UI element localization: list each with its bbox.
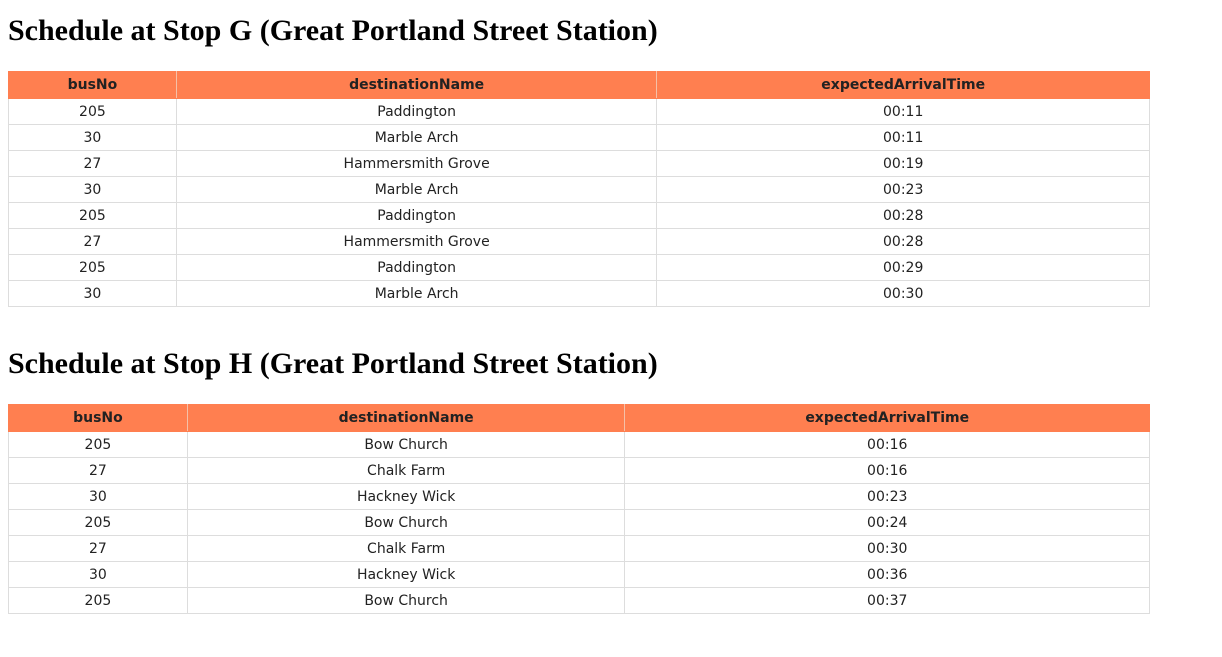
destination-name-cell: Hammersmith Grove — [175, 228, 658, 255]
table-row: 205 Paddington 00:11 — [8, 98, 1150, 125]
table-row: 30 Marble Arch 00:11 — [8, 124, 1150, 151]
column-header-expected-arrival-time: expectedArrivalTime — [656, 71, 1150, 99]
destination-name-cell: Bow Church — [186, 509, 626, 536]
bus-no-cell: 27 — [8, 457, 188, 484]
bus-no-cell: 205 — [8, 509, 188, 536]
destination-name-cell: Hackney Wick — [186, 561, 626, 588]
stop-g-title: Schedule at Stop G (Great Portland Stree… — [8, 14, 658, 47]
destination-name-cell: Chalk Farm — [186, 535, 626, 562]
expected-arrival-time-cell: 00:36 — [624, 561, 1150, 588]
bus-no-cell: 30 — [8, 561, 188, 588]
column-header-bus-no: busNo — [8, 404, 188, 432]
table-row: 27 Chalk Farm 00:30 — [8, 535, 1150, 562]
table-row: 205 Bow Church 00:16 — [8, 431, 1150, 458]
expected-arrival-time-cell: 00:30 — [656, 280, 1150, 307]
expected-arrival-time-cell: 00:11 — [656, 124, 1150, 151]
bus-no-cell: 27 — [8, 150, 177, 177]
column-header-destination-name: destinationName — [186, 404, 626, 432]
column-header-expected-arrival-time: expectedArrivalTime — [624, 404, 1150, 432]
destination-name-cell: Paddington — [175, 202, 658, 229]
bus-no-cell: 30 — [8, 483, 188, 510]
table-row: 205 Bow Church 00:37 — [8, 587, 1150, 614]
table-row: 27 Hammersmith Grove 00:28 — [8, 228, 1150, 255]
bus-no-cell: 205 — [8, 254, 177, 281]
destination-name-cell: Marble Arch — [175, 280, 658, 307]
expected-arrival-time-cell: 00:11 — [656, 98, 1150, 125]
bus-no-cell: 205 — [8, 202, 177, 229]
expected-arrival-time-cell: 00:28 — [656, 202, 1150, 229]
bus-no-cell: 30 — [8, 124, 177, 151]
expected-arrival-time-cell: 00:16 — [624, 457, 1150, 484]
destination-name-cell: Bow Church — [186, 431, 626, 458]
destination-name-cell: Chalk Farm — [186, 457, 626, 484]
destination-name-cell: Hammersmith Grove — [175, 150, 658, 177]
bus-no-cell: 27 — [8, 535, 188, 562]
table-row: 205 Paddington 00:28 — [8, 202, 1150, 229]
stop-h-schedule-table: busNo destinationName expectedArrivalTim… — [8, 404, 1150, 614]
bus-no-cell: 30 — [8, 176, 177, 203]
table-row: 205 Bow Church 00:24 — [8, 509, 1150, 536]
stop-h-table-body: 205 Bow Church 00:16 27 Chalk Farm 00:16 30 Hac… — [8, 431, 1150, 614]
expected-arrival-time-cell: 00:23 — [656, 176, 1150, 203]
table-header-row: busNo destinationName expectedArrivalTim… — [8, 404, 1150, 432]
table-row: 27 Hammersmith Grove 00:19 — [8, 150, 1150, 177]
table-row: 30 Marble Arch 00:23 — [8, 176, 1150, 203]
destination-name-cell: Bow Church — [186, 587, 626, 614]
table-row: 27 Chalk Farm 00:16 — [8, 457, 1150, 484]
stop-g-section: Schedule at Stop G (Great Portland Stree… — [8, 0, 1150, 307]
expected-arrival-time-cell: 00:16 — [624, 431, 1150, 458]
destination-name-cell: Hackney Wick — [186, 483, 626, 510]
stop-g-table-body: 205 Paddington 00:11 30 Marble Arch 00:11 27 Ha… — [8, 98, 1150, 307]
destination-name-cell: Marble Arch — [175, 124, 658, 151]
table-row: 30 Hackney Wick 00:36 — [8, 561, 1150, 588]
bus-no-cell: 205 — [8, 98, 177, 125]
stop-g-schedule-table: busNo destinationName expectedArrivalTim… — [8, 71, 1150, 307]
table-row: 30 Hackney Wick 00:23 — [8, 483, 1150, 510]
expected-arrival-time-cell: 00:29 — [656, 254, 1150, 281]
destination-name-cell: Paddington — [175, 98, 658, 125]
expected-arrival-time-cell: 00:37 — [624, 587, 1150, 614]
table-row: 30 Marble Arch 00:30 — [8, 280, 1150, 307]
table-header-row: busNo destinationName expectedArrivalTim… — [8, 71, 1150, 99]
stop-h-title: Schedule at Stop H (Great Portland Stree… — [8, 347, 658, 380]
column-header-bus-no: busNo — [8, 71, 177, 99]
expected-arrival-time-cell: 00:24 — [624, 509, 1150, 536]
destination-name-cell: Marble Arch — [175, 176, 658, 203]
table-row: 205 Paddington 00:29 — [8, 254, 1150, 281]
bus-no-cell: 30 — [8, 280, 177, 307]
expected-arrival-time-cell: 00:28 — [656, 228, 1150, 255]
column-header-destination-name: destinationName — [175, 71, 658, 99]
bus-no-cell: 27 — [8, 228, 177, 255]
expected-arrival-time-cell: 00:23 — [624, 483, 1150, 510]
expected-arrival-time-cell: 00:30 — [624, 535, 1150, 562]
expected-arrival-time-cell: 00:19 — [656, 150, 1150, 177]
destination-name-cell: Paddington — [175, 254, 658, 281]
bus-no-cell: 205 — [8, 431, 188, 458]
stop-h-section: Schedule at Stop H (Great Portland Stree… — [8, 333, 1150, 614]
bus-no-cell: 205 — [8, 587, 188, 614]
